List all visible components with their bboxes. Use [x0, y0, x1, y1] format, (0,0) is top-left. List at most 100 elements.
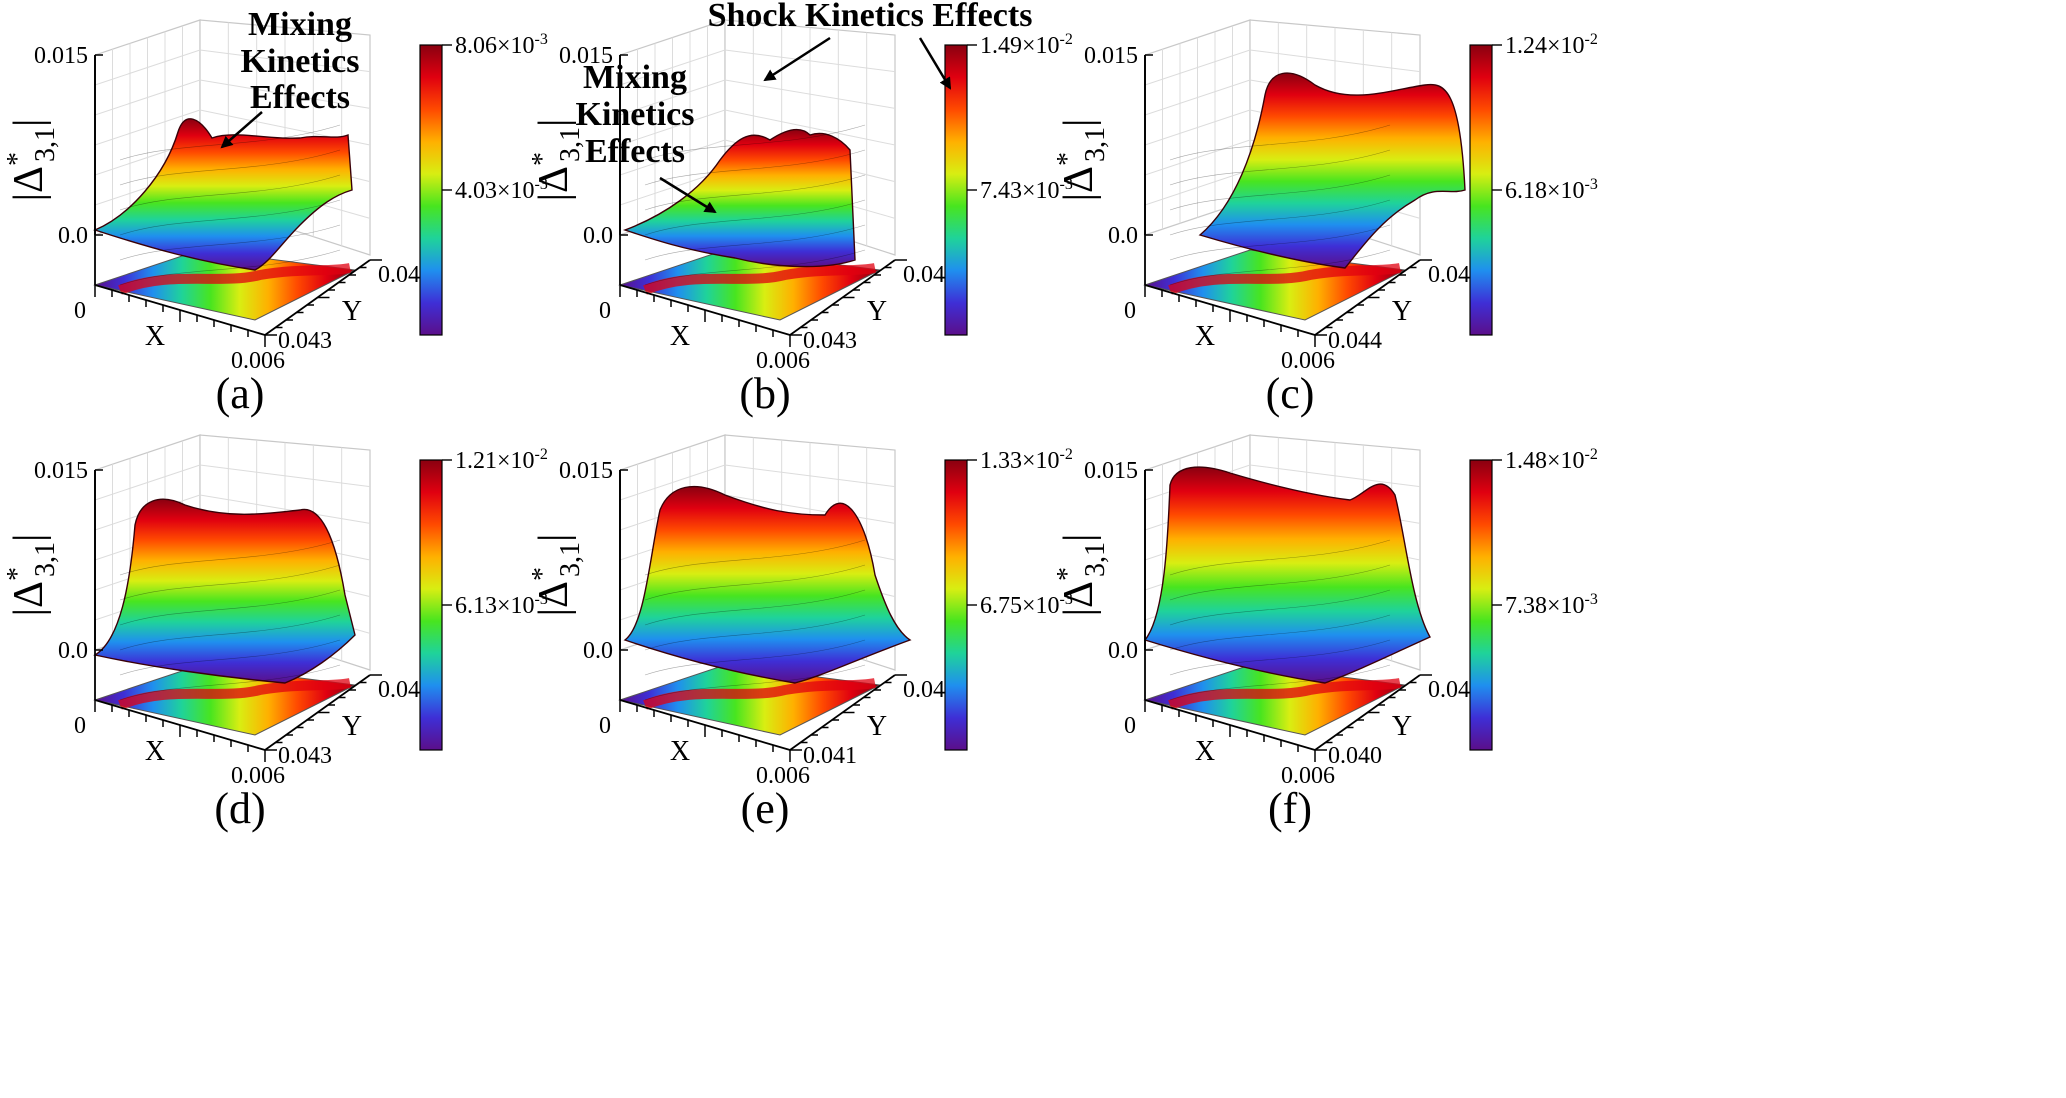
floor-contour-band	[643, 678, 876, 710]
z-label-main: Δ	[531, 581, 577, 608]
colorbar-mid-label: 4.03×10-3	[455, 176, 548, 204]
z-axis-label: |Δ*3,1|	[527, 534, 586, 617]
floor-contour-band	[118, 263, 351, 295]
y-axis-label: Y	[1392, 711, 1412, 742]
annotation-mixing-line3: Effects	[250, 79, 350, 116]
surface-contour-line	[1169, 124, 1391, 161]
abs-bar: |	[1056, 119, 1102, 127]
x-tick-label-max: 0.006	[231, 763, 285, 789]
surface-contour-line	[1169, 589, 1391, 626]
y-axis-label: Y	[867, 711, 887, 742]
z-label-sub: 3,1	[30, 542, 61, 577]
colorbar-mid-label: 6.75×10-3	[980, 591, 1073, 619]
colorbar-max-label: 1.21×10-2	[455, 446, 548, 474]
x-tick-label-max: 0.006	[231, 348, 285, 374]
panel-caption: (c)	[1266, 369, 1315, 418]
z-label-sub: 3,1	[1080, 542, 1111, 577]
annotation-mixing-line2: Kinetics	[241, 43, 360, 80]
colorbar-mid-mantissa: 7.38×10	[1505, 593, 1585, 619]
colorbar-max-exponent: -2	[1060, 31, 1073, 48]
surface-contour-line	[644, 124, 866, 161]
z-label-sup: *	[2, 152, 33, 166]
colorbar-max-exponent: -2	[1060, 446, 1073, 463]
abs-bar: |	[531, 193, 577, 201]
z-axis-label: |Δ*3,1|	[1052, 534, 1111, 617]
annotation-arrow	[220, 111, 263, 149]
surface-contour-line	[119, 564, 341, 601]
surface	[1143, 466, 1431, 684]
surface-contour-line	[119, 664, 341, 701]
surface-contour-line	[644, 589, 866, 626]
colorbar-max-label: 8.06×10-3	[455, 31, 548, 59]
z-tick-label-max: 0.015	[34, 43, 88, 69]
floor-contour-band	[118, 678, 351, 710]
colorbar	[944, 459, 968, 751]
surface-contour-line	[1169, 564, 1391, 601]
abs-bar: |	[1056, 193, 1102, 201]
colorbar-max-mantissa: 8.06×10	[455, 33, 535, 59]
surface-contour-line	[644, 149, 866, 186]
z-tick-label-max: 0.015	[1084, 43, 1138, 69]
surface-contour-line	[1169, 664, 1391, 701]
colorbar-max-exponent: -2	[1585, 446, 1598, 463]
annotation-arrow	[763, 36, 831, 82]
axes-front	[94, 54, 382, 347]
z-label-main: Δ	[6, 581, 52, 608]
colorbar-mid-exponent: -3	[1585, 591, 1598, 608]
z-tick-label-min: 0.0	[58, 638, 88, 664]
axes-front	[619, 469, 907, 762]
x-tick-label-min: 0	[74, 713, 86, 739]
z-tick-label-max: 0.015	[34, 458, 88, 484]
abs-bar: |	[531, 534, 577, 542]
z-label-sup: *	[1052, 567, 1083, 581]
surface-contour-line	[1169, 639, 1391, 676]
surface	[93, 118, 353, 271]
surface-contour-line	[119, 174, 341, 211]
z-label-sup: *	[527, 152, 558, 166]
z-axis-label: |Δ*3,1|	[2, 119, 61, 202]
colorbar-max-mantissa: 1.24×10	[1505, 33, 1585, 59]
z-tick-label-max: 0.015	[559, 43, 613, 69]
surface-contour-line	[119, 639, 341, 676]
z-label-sub: 3,1	[555, 542, 586, 577]
surface	[1198, 72, 1466, 269]
colorbar-max-exponent: -2	[1585, 31, 1598, 48]
colorbar-mid-label: 7.38×10-3	[1505, 591, 1598, 619]
panel-caption: (b)	[739, 369, 790, 418]
annotation-mixing-line1: Mixing	[248, 6, 352, 43]
colorbar-max-exponent: -2	[535, 446, 548, 463]
z-tick-label-min: 0.0	[1108, 638, 1138, 664]
abs-bar: |	[6, 119, 52, 127]
y-tick-label-min: 0.040	[1328, 743, 1382, 769]
surface	[93, 498, 356, 684]
axes-front	[94, 469, 382, 762]
z-label-main: Δ	[531, 166, 577, 193]
floor-contour-band	[1168, 678, 1401, 710]
colorbar-mid-label: 6.18×10-3	[1505, 176, 1598, 204]
axes-front	[1144, 54, 1432, 347]
abs-bar: |	[531, 119, 577, 127]
surface-contour-line	[119, 539, 341, 576]
x-tick-label-min: 0	[74, 298, 86, 324]
colorbar	[1469, 459, 1493, 751]
z-axis-label: |Δ*3,1|	[527, 119, 586, 202]
y-axis-label: Y	[1392, 296, 1412, 327]
surface-contour-line	[1169, 199, 1391, 236]
y-tick-label-min: 0.041	[803, 743, 857, 769]
annotation-arrow	[659, 176, 717, 214]
z-label-main: Δ	[6, 166, 52, 193]
surface-contour-line	[119, 249, 341, 286]
colorbar	[419, 459, 443, 751]
colorbar	[1469, 44, 1493, 336]
colorbar-mid-exponent: -3	[1585, 176, 1598, 193]
colorbar-mid-exponent: -3	[535, 176, 548, 193]
floor-contour-band	[643, 263, 876, 295]
y-axis-label: Y	[867, 296, 887, 327]
x-axis-label: X	[145, 736, 165, 767]
surface	[623, 485, 912, 684]
surface-contour-line	[644, 564, 866, 601]
surface-contour-line	[119, 589, 341, 626]
